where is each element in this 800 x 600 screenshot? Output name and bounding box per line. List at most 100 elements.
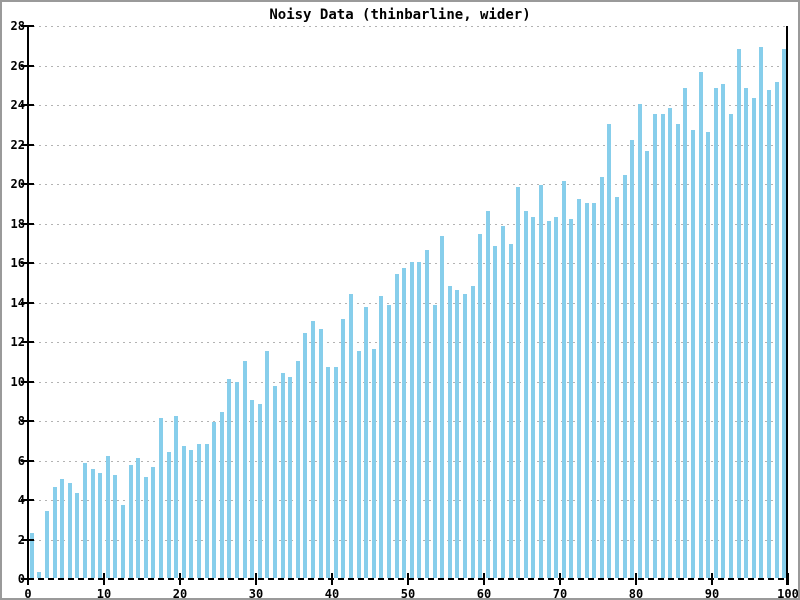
bar: [744, 88, 748, 578]
bar: [395, 274, 399, 578]
gridline: [33, 303, 786, 304]
bar: [714, 88, 718, 578]
x-tick-label: 60: [476, 587, 492, 600]
bar: [250, 400, 254, 578]
x-tick-label: 10: [96, 587, 112, 600]
bar: [136, 458, 140, 578]
bar: [509, 244, 513, 578]
bar: [752, 98, 756, 578]
bar: [98, 473, 102, 578]
y-tick: [21, 381, 34, 383]
bar: [585, 203, 589, 578]
x-tick: [635, 573, 637, 585]
bar: [311, 321, 315, 578]
x-tick-label: 20: [172, 587, 188, 600]
bar: [121, 505, 125, 578]
x-tick: [179, 573, 181, 585]
bar: [547, 221, 551, 578]
y-tick-label: 16: [10, 256, 25, 270]
y-tick: [21, 539, 34, 541]
bar: [569, 219, 573, 578]
bar: [676, 124, 680, 578]
bar: [759, 47, 763, 578]
bar: [144, 477, 148, 578]
bar: [524, 211, 528, 578]
bar: [364, 307, 368, 578]
y-tick-label: 14: [10, 296, 25, 310]
gridline: [33, 184, 786, 185]
y-tick: [21, 65, 34, 67]
bar: [661, 114, 665, 578]
bar: [699, 72, 703, 578]
x-tick: [559, 573, 561, 585]
bar: [53, 487, 57, 578]
bar: [349, 294, 353, 578]
bar: [721, 84, 725, 578]
gridline: [33, 26, 786, 27]
bar: [273, 386, 277, 578]
bar: [205, 444, 209, 578]
bar: [554, 217, 558, 578]
gridline: [33, 540, 786, 541]
x-tick: [787, 573, 789, 585]
bar: [433, 305, 437, 578]
x-tick: [103, 573, 105, 585]
bar: [372, 349, 376, 578]
bar: [30, 533, 34, 578]
x-tick-label: 0: [24, 587, 32, 600]
bar: [326, 367, 330, 578]
x-tick: [255, 573, 257, 585]
bar: [706, 132, 710, 578]
gridline: [33, 105, 786, 106]
bar: [478, 234, 482, 578]
bar: [37, 572, 41, 578]
bar: [288, 377, 292, 578]
y-tick: [21, 262, 34, 264]
bar: [775, 82, 779, 578]
bar: [782, 49, 786, 578]
bar: [410, 262, 414, 578]
x-tick: [331, 573, 333, 585]
bar: [592, 203, 596, 578]
x-tick-label: 40: [324, 587, 340, 600]
x-tick-label: 80: [628, 587, 644, 600]
bar: [577, 199, 581, 578]
bar: [623, 175, 627, 578]
bar: [615, 197, 619, 578]
y-tick-label: 26: [10, 59, 25, 73]
bar: [501, 226, 505, 578]
bar: [630, 140, 634, 578]
y-tick: [21, 223, 34, 225]
y-tick: [21, 499, 34, 501]
y-tick: [21, 420, 34, 422]
bar: [235, 382, 239, 578]
gridline: [33, 461, 786, 462]
gridline: [33, 145, 786, 146]
bar: [471, 286, 475, 578]
y-tick-label: 12: [10, 335, 25, 349]
y-tick: [21, 25, 34, 27]
y-tick: [21, 144, 34, 146]
bar: [243, 361, 247, 578]
bar: [83, 463, 87, 578]
x-tick: [711, 573, 713, 585]
gridline: [33, 500, 786, 501]
bar: [653, 114, 657, 578]
bar: [75, 493, 79, 578]
x-tick-label: 50: [400, 587, 416, 600]
x-tick-label: 100: [777, 587, 799, 600]
bar: [516, 187, 520, 578]
bar: [683, 88, 687, 578]
bar: [767, 90, 771, 578]
bar: [357, 351, 361, 578]
y-tick: [21, 104, 34, 106]
bar: [562, 181, 566, 578]
bar: [668, 108, 672, 578]
bar: [319, 329, 323, 578]
y-tick: [21, 302, 34, 304]
bar: [486, 211, 490, 578]
y-tick-label: 22: [10, 138, 25, 152]
bar: [425, 250, 429, 578]
gridline: [33, 421, 786, 422]
